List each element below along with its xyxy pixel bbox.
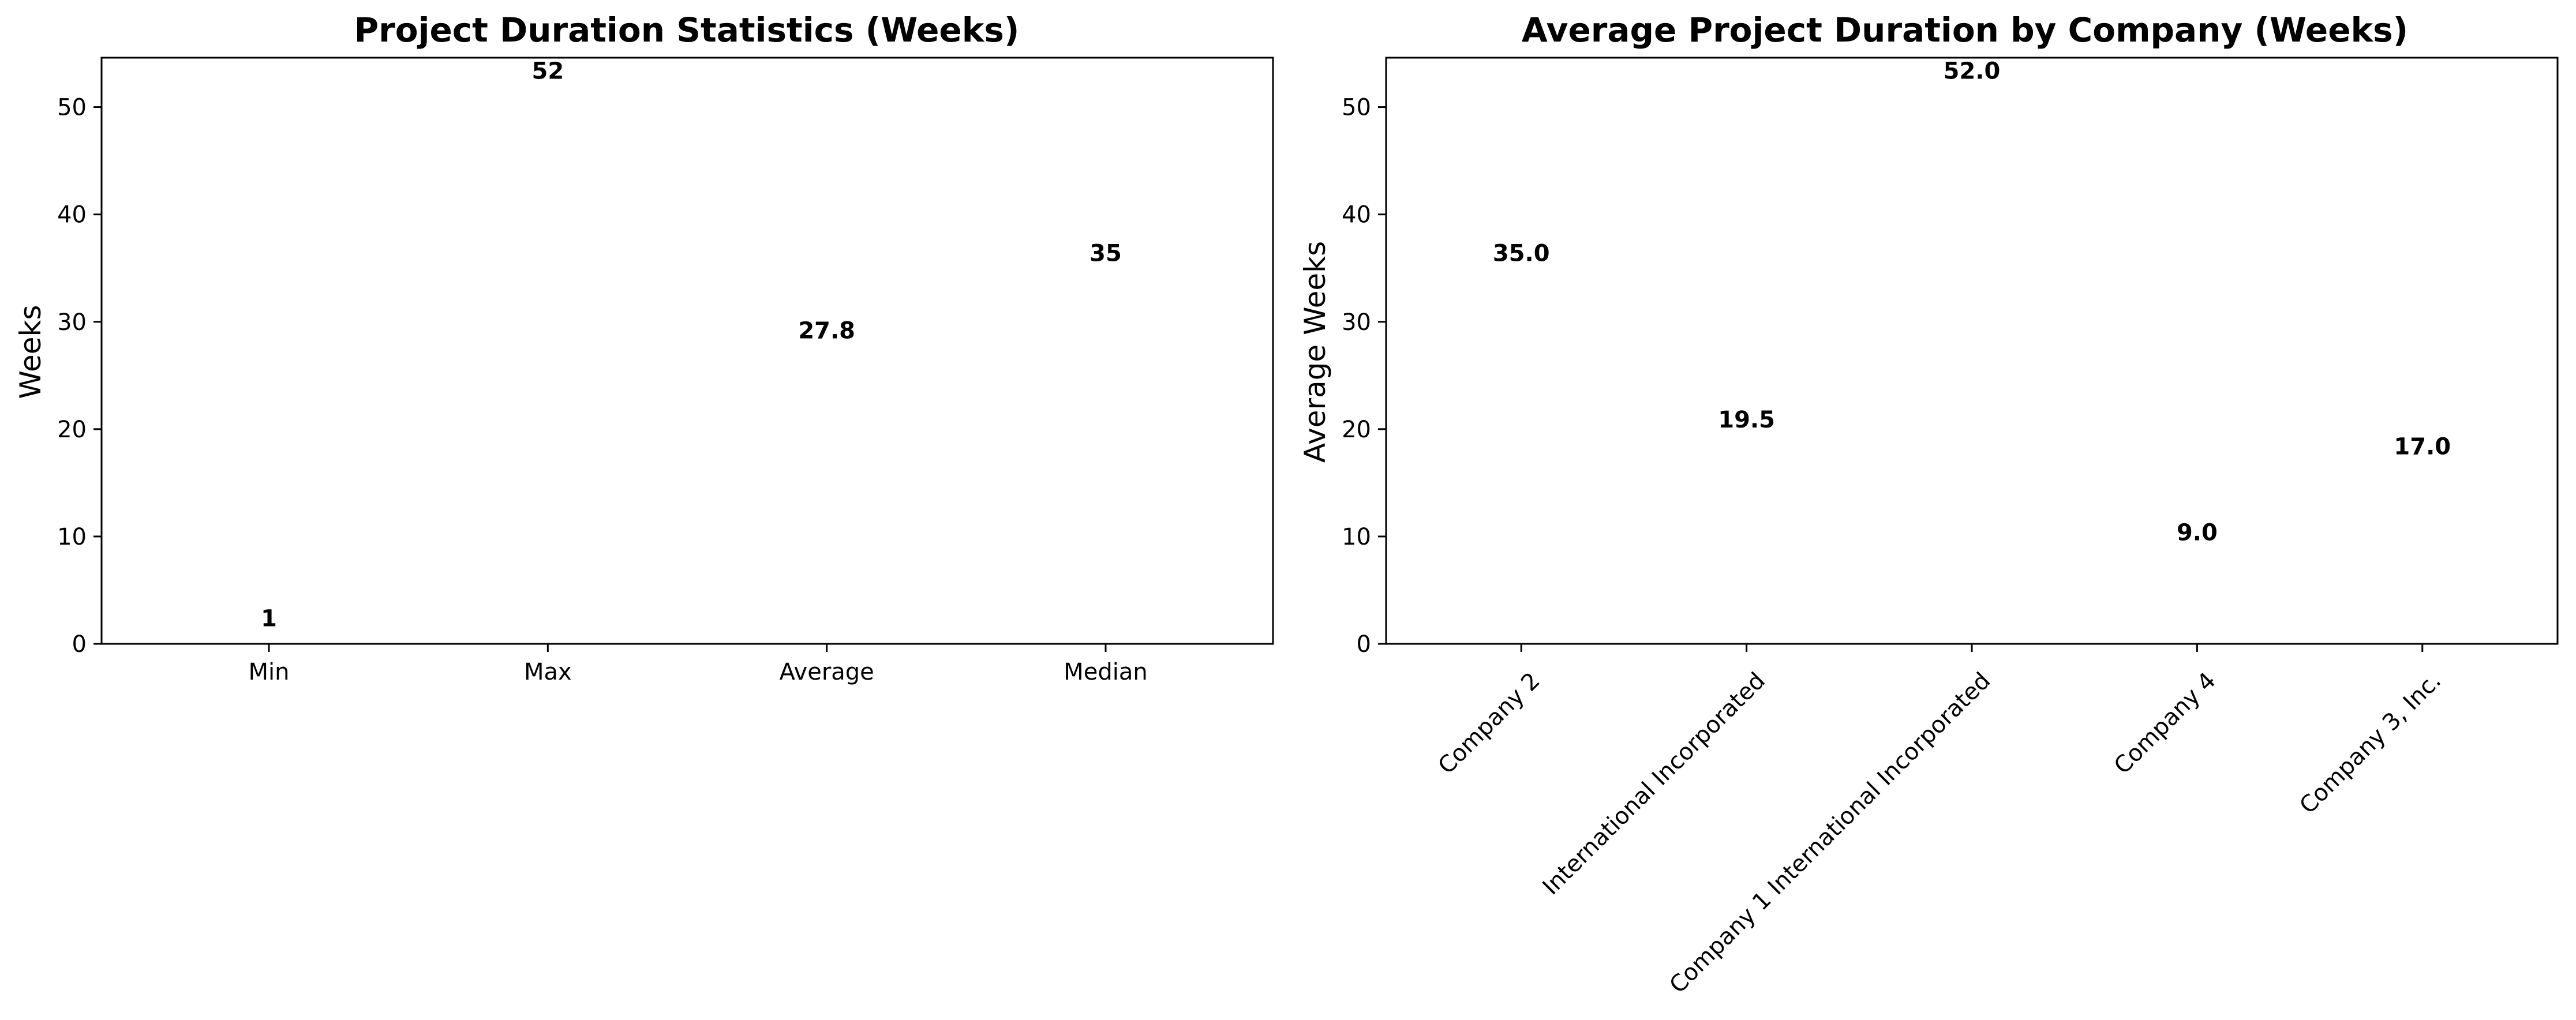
plot-frame xyxy=(1385,57,2559,645)
chart-title: Average Project Duration by Company (Wee… xyxy=(1522,10,2408,50)
y-tick-label-10: 10 xyxy=(1342,524,1371,550)
y-tick-label-0: 0 xyxy=(1357,631,1371,658)
y-tick-label-50: 50 xyxy=(57,95,87,121)
value-label-company-2: 35.0 xyxy=(1493,241,1550,267)
value-labels: 1 52 27.8 35 xyxy=(261,58,1122,632)
value-label-min: 1 xyxy=(261,605,277,632)
value-label-average: 27.8 xyxy=(798,318,855,344)
x-tick-label-max: Max xyxy=(524,659,572,685)
y-tick-label-30: 30 xyxy=(1342,309,1371,336)
value-labels: 35.0 19.5 52.0 9.0 17.0 xyxy=(1493,58,2451,546)
plot-frame xyxy=(100,57,1274,645)
value-label-max: 52 xyxy=(531,58,564,84)
y-tick-label-30: 30 xyxy=(57,309,87,336)
y-tick-label-40: 40 xyxy=(1342,202,1371,228)
y-tick-label-50: 50 xyxy=(1342,95,1371,121)
x-tick-label-min: Min xyxy=(249,659,290,685)
y-tick-label-40: 40 xyxy=(57,202,87,228)
y-axis-label: Weeks xyxy=(14,305,47,399)
y-tick-label-20: 20 xyxy=(1342,417,1371,443)
y-axis-ticks: 0 10 20 30 40 50 xyxy=(1342,95,1386,658)
x-tick-label-median: Median xyxy=(1064,659,1148,685)
value-label-median: 35 xyxy=(1089,241,1122,267)
y-tick-label-20: 20 xyxy=(57,417,87,443)
value-label-international-incorporated: 19.5 xyxy=(1718,407,1775,433)
y-tick-label-0: 0 xyxy=(72,631,87,658)
value-label-company-4: 9.0 xyxy=(2177,520,2218,546)
project-duration-statistics-chart: Project Duration Statistics (Weeks) Week… xyxy=(14,10,1274,685)
y-axis-label: Average Weeks xyxy=(1298,241,1332,463)
x-tick-label-average: Average xyxy=(780,659,874,685)
y-axis-ticks: 0 10 20 30 40 50 xyxy=(57,95,102,658)
y-tick-label-10: 10 xyxy=(57,524,87,550)
value-label-company-1-international-incorporated: 52.0 xyxy=(1944,58,2001,84)
x-axis-ticks: Min Max Average Median xyxy=(249,644,1148,685)
value-label-company-3-inc: 17.0 xyxy=(2394,434,2451,460)
chart-title: Project Duration Statistics (Weeks) xyxy=(354,10,1020,50)
